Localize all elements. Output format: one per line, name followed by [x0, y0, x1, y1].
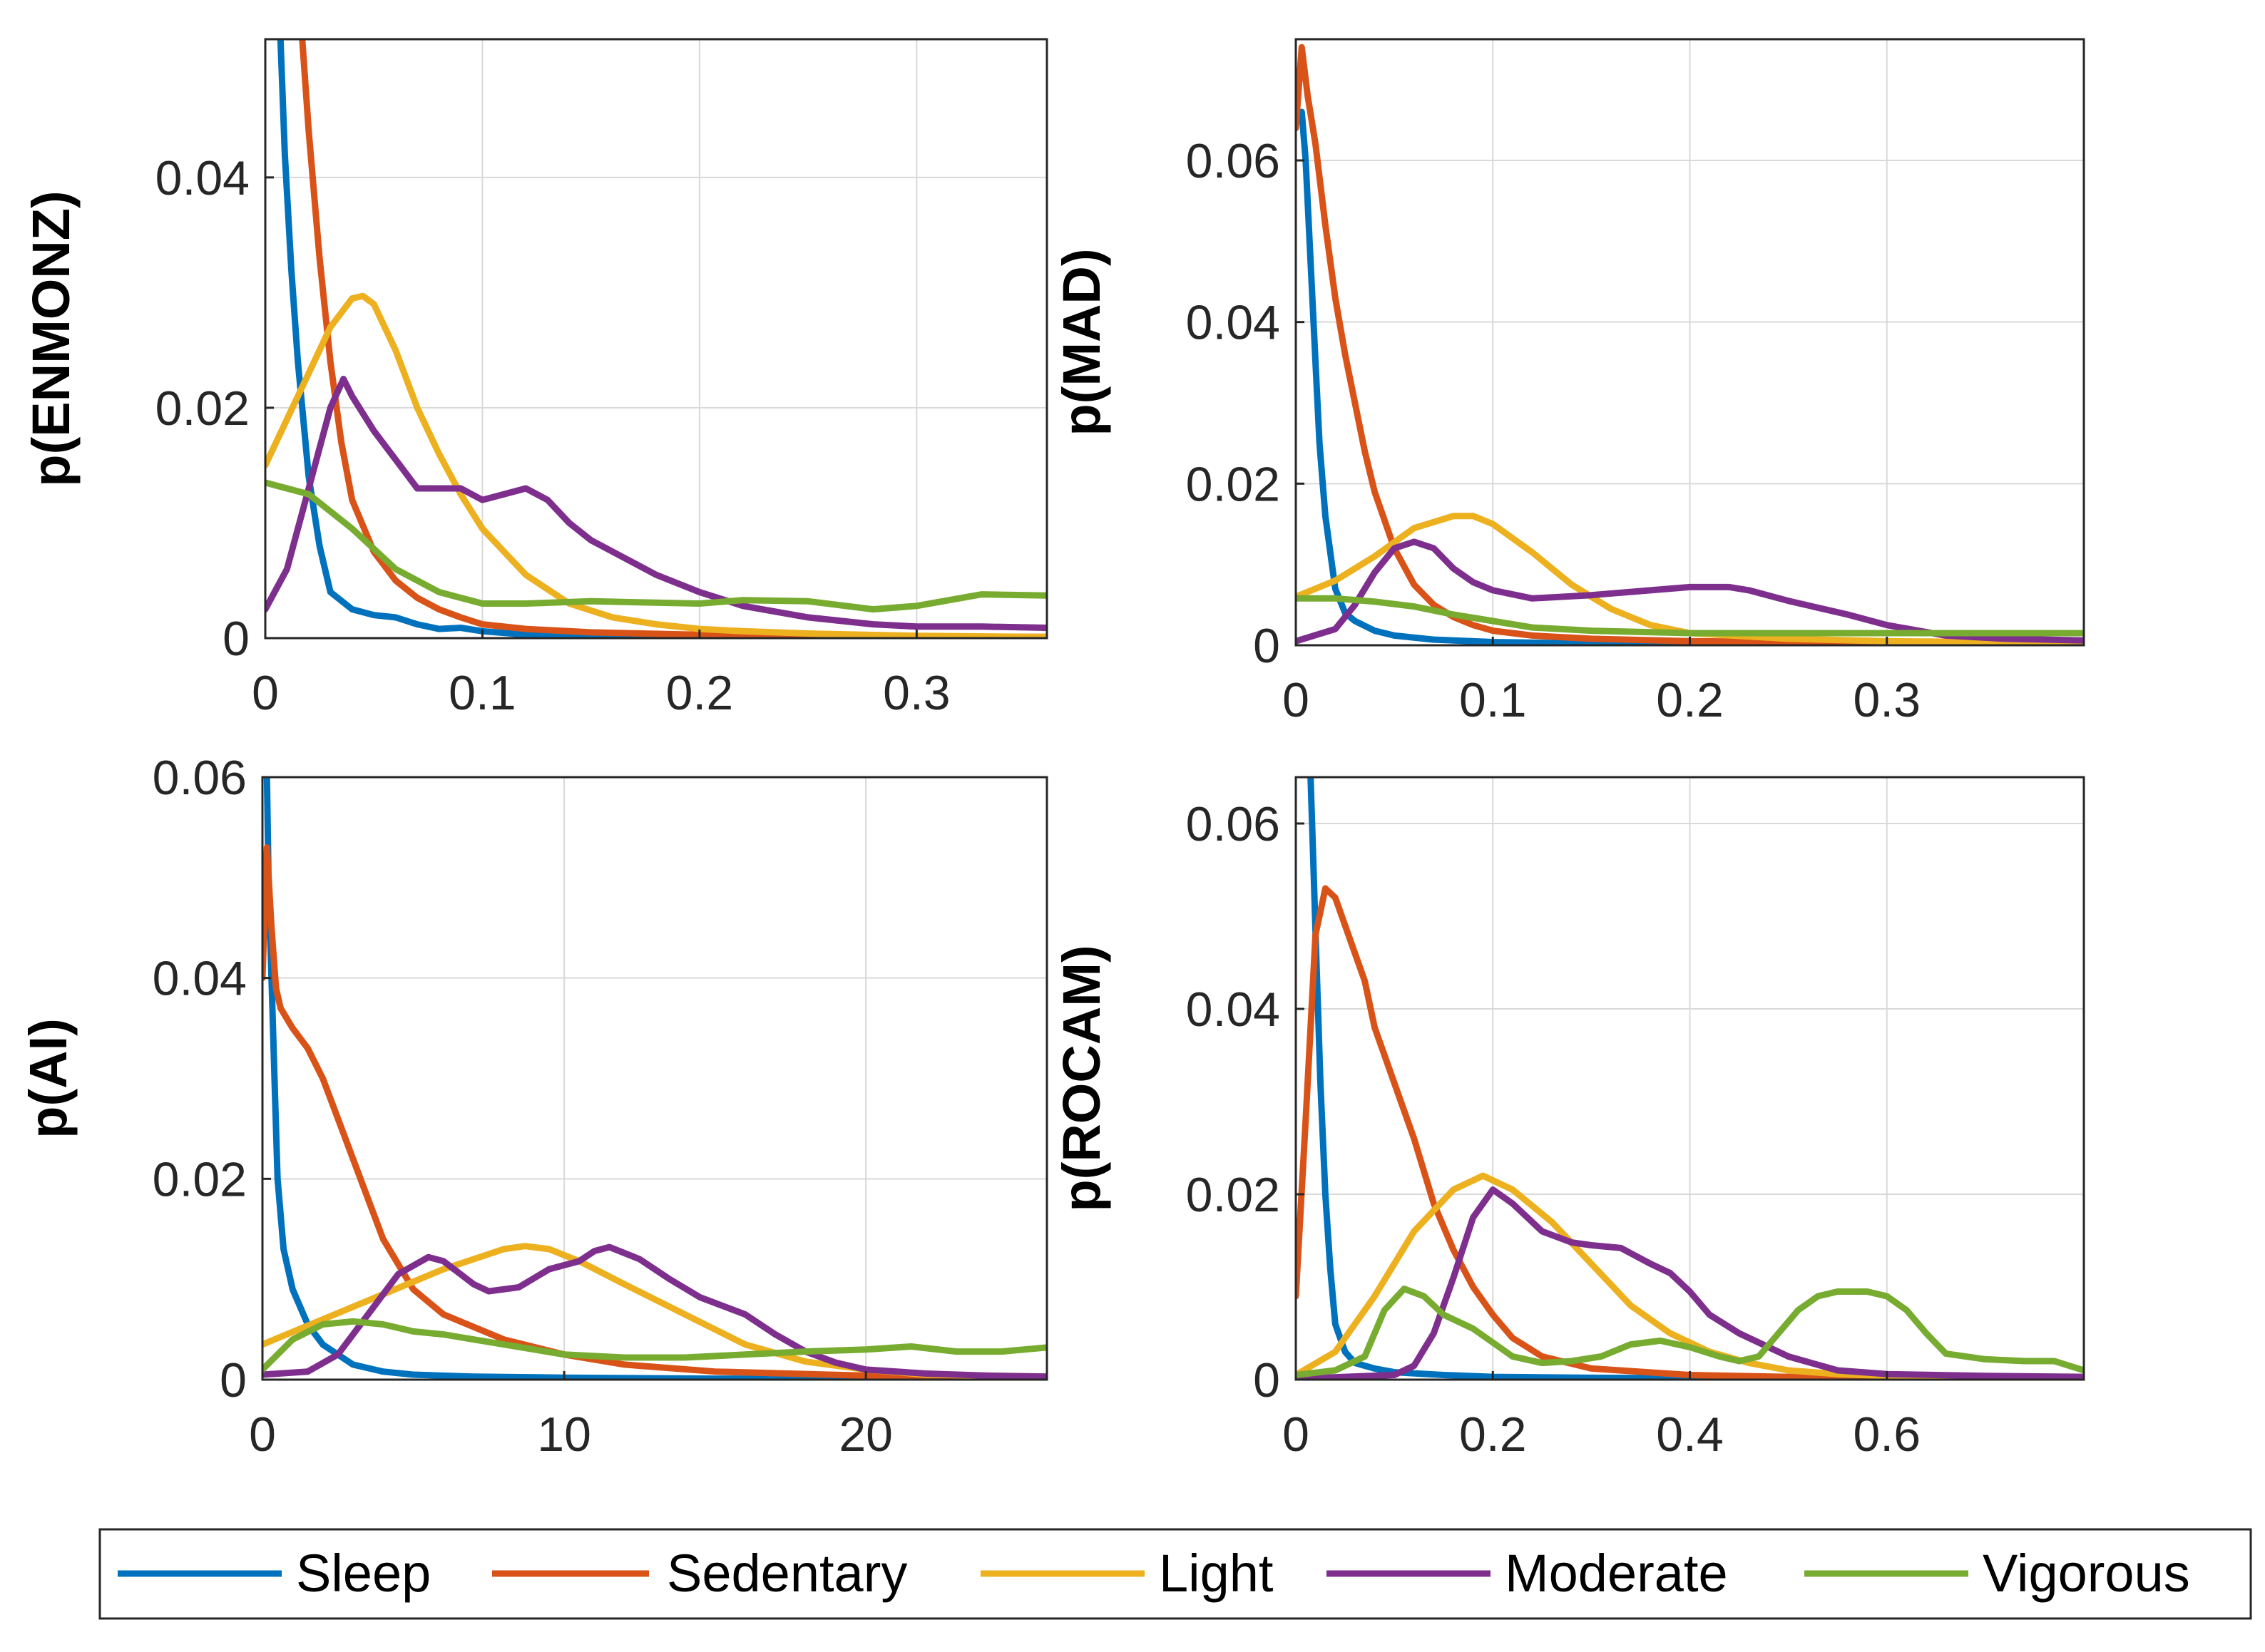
y-tick-label: 0.02	[153, 1152, 247, 1206]
panel-mad: 0 0.1 0.2 0.3 0 0.02 0.04 0.06 p(MAD)	[1052, 38, 2085, 727]
y-tick-label: 0.04	[1186, 296, 1280, 350]
x-tick-label: 0	[1282, 1407, 1309, 1462]
x-tick-label: 0.1	[449, 666, 516, 720]
y-tick-label: 0.02	[1186, 457, 1280, 511]
series-line-sleep	[1307, 777, 2084, 1380]
y-tick-label: 0	[223, 612, 250, 666]
y-tick-label: 0.06	[153, 751, 247, 805]
series-line-light	[265, 292, 1047, 638]
x-tick-label: 0.6	[1853, 1407, 1921, 1462]
y-tick-label: 0.06	[1186, 134, 1280, 188]
x-tick-label: 0	[252, 666, 279, 720]
y-tick-label: 0	[220, 1353, 247, 1407]
axes-border	[261, 776, 1048, 1381]
x-tick-label: 10	[537, 1407, 591, 1462]
y-tick-label: 0	[1253, 1353, 1280, 1407]
y-axis-label: p(AI)	[19, 1018, 78, 1139]
y-axis-label: p(MAD)	[1052, 248, 1111, 436]
axes-frame	[261, 776, 1048, 1381]
series-line-moderate	[262, 1243, 1047, 1380]
series-line-sedentary	[262, 844, 1047, 1380]
panel-ai: 0 10 20 0 0.02 0.04 0.06 p(AI)	[19, 751, 1048, 1462]
x-tick-label: 0	[249, 1407, 276, 1462]
series-line-moderate	[1296, 538, 2084, 645]
series-line-sedentary	[1296, 885, 2084, 1380]
series-line-sleep	[1298, 108, 2084, 645]
legend-label-vigorous: Vigorous	[1983, 1544, 2190, 1603]
x-tick-label: 0.4	[1656, 1407, 1724, 1462]
legend-label-sleep: Sleep	[296, 1544, 431, 1603]
x-tick-label: 0.1	[1459, 673, 1527, 727]
y-tick-label: 0.06	[1186, 797, 1280, 851]
panel-rocam: 0 0.2 0.4 0.6 0 0.02 0.04 0.06 p(ROCAM)	[1052, 776, 2085, 1462]
series-line-light	[1296, 513, 2084, 645]
series-line-vigorous	[1296, 595, 2084, 637]
y-tick-label: 0.04	[153, 952, 247, 1006]
y-tick-label: 0.02	[1186, 1168, 1280, 1222]
series-line-moderate	[265, 376, 1047, 631]
x-tick-label: 0	[1282, 673, 1309, 727]
x-tick-label: 0.2	[666, 666, 734, 720]
y-tick-label: 0.04	[1186, 983, 1280, 1037]
x-tick-label: 0.2	[1656, 673, 1724, 727]
series-line-light	[1296, 1172, 2084, 1380]
panel-enmonz: 0 0.1 0.2 0.3 0 0.02 0.04 p(ENMONZ)	[21, 38, 1048, 720]
legend-label-light: Light	[1159, 1544, 1274, 1603]
x-tick-label: 20	[839, 1407, 893, 1462]
legend: Sleep Sedentary Light Moderate Vigorous	[98, 1528, 2252, 1620]
y-axis-label: p(ROCAM)	[1052, 945, 1111, 1211]
series-line-moderate	[1296, 1186, 2084, 1380]
x-tick-label: 0.3	[1853, 673, 1921, 727]
series-line-sedentary	[299, 39, 1047, 638]
axes-border	[264, 38, 1048, 640]
x-tick-label: 0.2	[1459, 1407, 1527, 1462]
y-tick-label: 0.02	[155, 381, 250, 436]
y-tick-label: 0.04	[155, 151, 250, 205]
axes-frame	[264, 38, 1048, 640]
y-axis-label: p(ENMONZ)	[21, 190, 81, 486]
x-tick-label: 0.3	[883, 666, 951, 720]
legend-label-moderate: Moderate	[1505, 1544, 1728, 1603]
series-line-vigorous	[1296, 1286, 2084, 1378]
legend-label-sedentary: Sedentary	[667, 1544, 907, 1603]
series-line-sleep	[263, 777, 1047, 1380]
y-tick-label: 0	[1253, 619, 1280, 673]
series-line-vigorous	[265, 479, 1047, 613]
series-line-vigorous	[262, 1318, 1047, 1373]
